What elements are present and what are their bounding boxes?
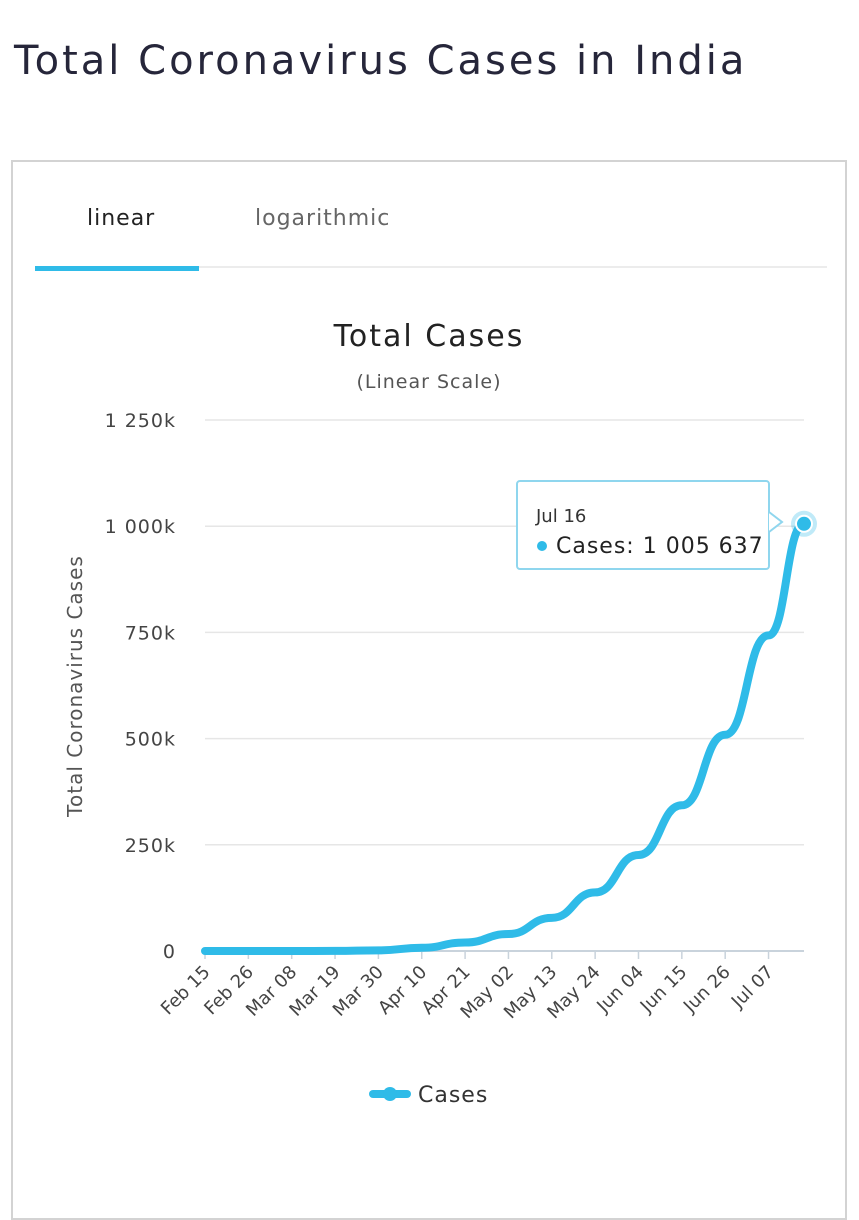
y-tick-label: 0: [163, 941, 176, 963]
tooltip-date: Jul 16: [535, 506, 586, 527]
y-axis-label: Total Coronavirus Cases: [63, 555, 87, 818]
scale-tabs: linear logarithmic: [35, 162, 827, 271]
y-tick-label: 250k: [125, 835, 176, 857]
data-point-jul-16[interactable]: [795, 514, 813, 533]
tooltip-pointer: [768, 511, 784, 533]
tooltip-value: Cases: 1 005 637: [556, 534, 764, 559]
legend: Cases: [369, 1083, 488, 1108]
chart-title: Total Cases: [333, 319, 525, 354]
legend-label-cases[interactable]: Cases: [418, 1083, 488, 1108]
y-tick-label: 1 000k: [105, 516, 176, 538]
chart-card: linear logarithmic: [11, 160, 847, 1220]
legend-marker: [383, 1087, 397, 1101]
tab-linear[interactable]: linear: [87, 206, 156, 231]
x-tick-label: Jun 15: [636, 962, 692, 1018]
y-tick-label: 500k: [125, 729, 176, 751]
chart-subtitle: (Linear Scale): [356, 371, 501, 393]
page-title: Total Coronavirus Cases in India: [14, 38, 748, 84]
x-tick-label: Jul 07: [727, 962, 778, 1013]
x-tick-label: Jun 26: [679, 962, 735, 1018]
series-line-cases: [201, 519, 808, 955]
tab-logarithmic[interactable]: logarithmic: [255, 206, 391, 231]
y-tick-label: 1 250k: [105, 410, 176, 432]
x-tick-label: Jun 04: [592, 962, 648, 1018]
y-tick-label: 750k: [125, 622, 176, 644]
tooltip-series-marker: [537, 541, 547, 551]
active-tab-indicator: [35, 266, 199, 271]
